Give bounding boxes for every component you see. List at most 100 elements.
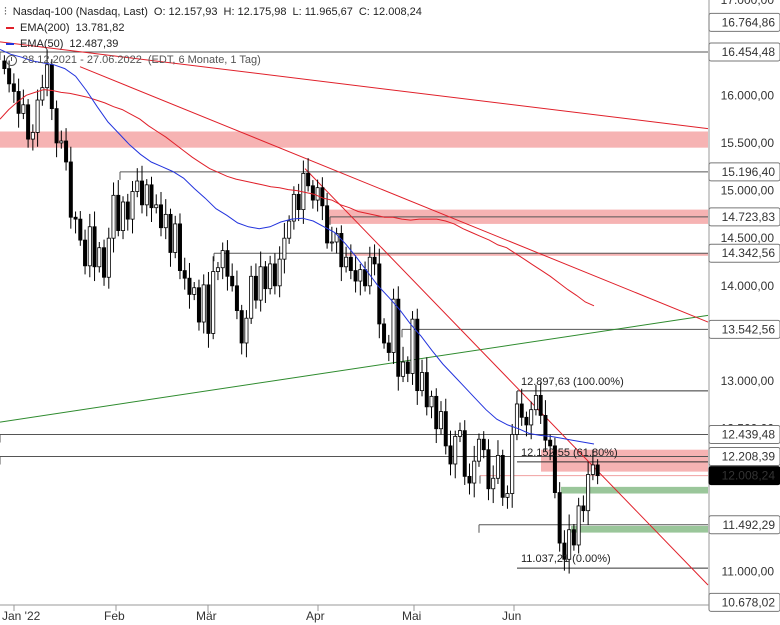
candle-body [476, 438, 481, 462]
candle-body [7, 68, 12, 85]
candle-body [149, 184, 154, 209]
candle-body [272, 263, 277, 287]
candle-body [40, 87, 45, 101]
candle-body [448, 445, 453, 465]
candle-body [26, 104, 31, 140]
candle-body [595, 464, 600, 477]
fib-label: 12.897,63 (100.00%) [521, 376, 624, 388]
clock-icon [6, 54, 17, 66]
candle-body [144, 184, 149, 206]
green-trendline [0, 314, 709, 423]
time-axis[interactable]: Jan '22 Feb Mär Apr Mai Jun [0, 604, 709, 623]
candle-body [505, 493, 510, 498]
chart-type-icon[interactable]: ⫶ [4, 5, 7, 18]
candle-body [220, 250, 225, 269]
red-trendline-steep [304, 168, 709, 586]
candle-body [192, 287, 197, 295]
candle-body [182, 270, 187, 279]
ohlc-row: ⫶ Nasdaq-100 (Nasdaq, Last) O: 12.157,93… [4, 4, 428, 20]
ema50-legend[interactable]: EMA(50) 12.487,39 [4, 36, 428, 52]
candle-body [68, 161, 73, 218]
candle-body [439, 411, 444, 430]
x-tick-label: Jun [502, 609, 521, 623]
price-label: 16.454,48 [722, 45, 776, 59]
candle-body [249, 275, 254, 319]
price-axis[interactable]: 17.000,0016.500,0016.000,0015.500,0015.0… [708, 0, 780, 625]
x-tick-label: Apr [306, 609, 325, 623]
candle-body [177, 223, 182, 271]
candle-body [581, 505, 586, 512]
candle-body [443, 411, 448, 447]
candle-body [533, 394, 538, 411]
candle-body [453, 435, 458, 465]
candle-body [410, 318, 415, 374]
candle-body [510, 434, 515, 494]
candle-body [83, 239, 88, 267]
open-value: O: 12.157,93 [153, 6, 218, 18]
candle-body [201, 284, 206, 323]
price-label: 12.208,39 [722, 450, 776, 464]
candle-body [396, 298, 401, 377]
candle-body [234, 285, 239, 311]
candle-body [586, 474, 591, 512]
price-label: 14.342,56 [722, 246, 776, 260]
candle-body [538, 394, 543, 416]
symbol-name: Nasdaq-100 (Nasdaq, Last) [12, 6, 148, 18]
price-label: 10.678,02 [722, 595, 776, 609]
price-zone [571, 525, 708, 533]
candle-body [567, 529, 572, 560]
candle-body [130, 191, 135, 220]
candle-body [87, 226, 92, 267]
candle-body [429, 395, 434, 408]
candle-body [211, 271, 216, 334]
price-label-box [708, 447, 780, 467]
candle-body [548, 439, 553, 447]
candle-body [415, 318, 420, 392]
price-label-box [708, 243, 780, 263]
date-range: 28.12.2021 - 27.06.2022 [22, 54, 142, 66]
ema-layer [0, 49, 595, 445]
candle-body [230, 275, 235, 287]
candle-body [462, 430, 467, 477]
ema200-legend[interactable]: EMA(200) 13.781,82 [4, 20, 428, 36]
candle-body [78, 218, 83, 241]
range-row: 28.12.2021 - 27.06.2022 (EDT, 6 Monate, … [4, 52, 428, 68]
candle-body [116, 194, 121, 231]
candle-body [64, 140, 69, 163]
candle-body [405, 361, 410, 374]
candle-body [97, 247, 102, 268]
candle-body [92, 226, 97, 268]
candle-body [557, 492, 562, 544]
candle-body [296, 193, 301, 211]
x-tick-label: Mär [196, 609, 217, 623]
candle-body [111, 194, 116, 239]
candle-body [121, 201, 126, 231]
candle-body [467, 475, 472, 484]
price-label: 12.008,24 [722, 469, 776, 483]
candle-body [486, 449, 491, 490]
chart-legend: ⫶ Nasdaq-100 (Nasdaq, Last) O: 12.157,93… [4, 4, 428, 68]
price-label: 14.723,83 [722, 210, 776, 224]
candle-body [495, 455, 500, 479]
candle-body [377, 263, 382, 325]
price-label-box [708, 425, 780, 445]
candle-body [571, 529, 576, 546]
ema200-value: 13.781,82 [75, 22, 125, 34]
candle-body [500, 455, 505, 498]
price-label-box [708, 466, 780, 486]
close-value: C: 12.008,24 [358, 6, 422, 18]
y-tick-label: 17.000,00 [721, 0, 775, 7]
candle-body [2, 60, 7, 69]
candle-body [49, 64, 54, 110]
candle-body [401, 361, 406, 377]
candle-body [329, 241, 334, 244]
candle-body [168, 213, 173, 253]
candle-body [320, 187, 325, 207]
candle-body [576, 505, 581, 546]
candle-body [59, 140, 64, 144]
price-label: 12.439,48 [722, 428, 776, 442]
price-zone [0, 131, 708, 148]
candle-body [196, 287, 201, 323]
candle-body [21, 104, 26, 114]
